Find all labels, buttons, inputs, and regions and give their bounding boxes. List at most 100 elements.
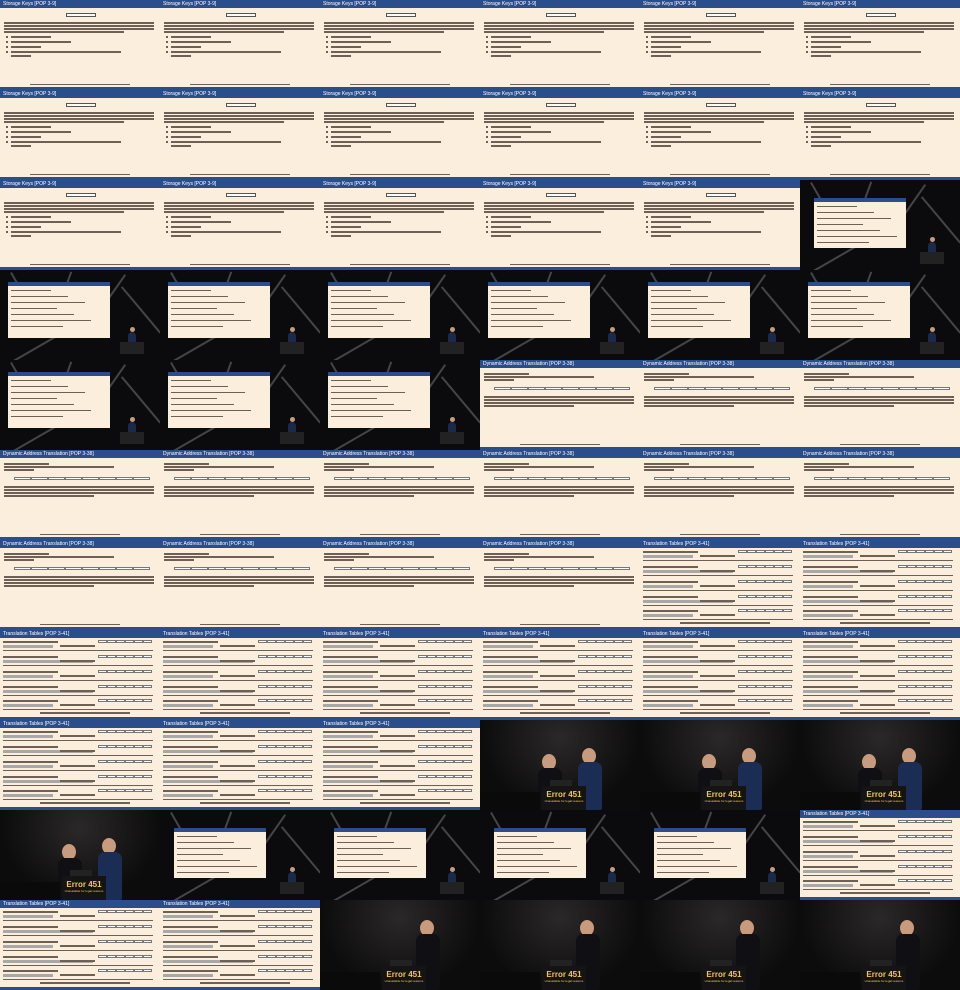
table-origin-field xyxy=(163,750,253,753)
slide-thumbnail: Storage Keys [POP 3-9] xyxy=(480,0,640,90)
presenter-head xyxy=(742,748,756,764)
text-line xyxy=(484,585,574,587)
slide-title-bar: Translation Tables [POP 3-41] xyxy=(320,630,480,638)
slide-title-bar xyxy=(334,828,426,832)
text-line xyxy=(811,131,871,133)
address-field-cell xyxy=(259,477,276,480)
text-line xyxy=(643,671,698,673)
text-line xyxy=(171,416,223,417)
table-entry-cell xyxy=(614,670,623,673)
table-entry-cell xyxy=(107,699,116,702)
text-line xyxy=(657,860,720,861)
text-line xyxy=(40,982,130,984)
podium xyxy=(120,432,144,444)
table-entry-cell xyxy=(285,699,294,702)
text-line xyxy=(331,398,377,399)
presenter xyxy=(448,872,456,886)
table-entry-cell xyxy=(116,699,125,702)
table-origin-field xyxy=(643,570,733,573)
slide-title: Dynamic Address Translation [POP 3-38] xyxy=(323,541,414,547)
table-origin-field xyxy=(163,704,213,707)
address-field-cell xyxy=(882,387,899,390)
slide-title: Storage Keys [POP 3-9] xyxy=(323,181,377,187)
table-entry-cell xyxy=(427,655,436,658)
text-line xyxy=(860,855,895,857)
table-origin-field xyxy=(163,974,213,977)
text-line xyxy=(11,136,41,138)
laptop xyxy=(390,960,412,970)
table-entry-cell xyxy=(445,789,454,792)
bullet-dot xyxy=(166,46,168,48)
table-entry-cell xyxy=(925,879,934,882)
text-line xyxy=(804,489,954,491)
table-entry-cell xyxy=(463,699,472,702)
table-entry-row xyxy=(163,755,313,756)
table-entry-cell xyxy=(898,609,907,612)
text-line xyxy=(4,495,94,497)
text-line xyxy=(803,836,858,838)
text-line xyxy=(171,231,281,233)
slide-title-bar: Dynamic Address Translation [POP 3-38] xyxy=(480,540,640,548)
table-entry-cell xyxy=(907,670,916,673)
text-line xyxy=(324,576,474,578)
podium xyxy=(600,882,624,894)
table-entry-cell xyxy=(916,685,925,688)
text-line xyxy=(177,836,217,837)
slide-footer-text xyxy=(30,84,130,85)
bullet-dot xyxy=(326,51,328,53)
text-line xyxy=(657,848,731,849)
text-line xyxy=(483,641,538,643)
table-entry-cell xyxy=(587,670,596,673)
table-entry-cell xyxy=(445,655,454,658)
text-line xyxy=(644,118,794,120)
table-entry-row xyxy=(323,785,473,786)
text-line xyxy=(540,660,575,662)
slide-title-bar: Storage Keys [POP 3-9] xyxy=(640,0,800,8)
slide-title-bar: Storage Keys [POP 3-9] xyxy=(480,90,640,98)
table-entry-cell xyxy=(925,595,934,598)
table-entry-cell xyxy=(623,655,632,658)
slide-title: Translation Tables [POP 3-41] xyxy=(323,631,390,637)
presenter-head xyxy=(290,867,295,872)
text-line xyxy=(811,136,841,138)
table-origin-field xyxy=(803,855,853,858)
bullet-dot xyxy=(326,226,328,228)
table-entry-cell xyxy=(303,910,312,913)
table-entry-row xyxy=(803,875,953,876)
table-entry-cell xyxy=(303,789,312,792)
address-field-cell xyxy=(453,477,470,480)
table-entry-cell xyxy=(125,940,134,943)
table-entry-cell xyxy=(98,955,107,958)
text-line xyxy=(164,28,314,30)
text-line xyxy=(331,320,411,321)
text-line xyxy=(491,290,531,291)
text-line xyxy=(644,396,794,398)
table-entry-cell xyxy=(578,685,587,688)
slide-footer-bar xyxy=(320,177,480,180)
slide-title: Translation Tables [POP 3-41] xyxy=(803,541,870,547)
table-entry-cell xyxy=(258,760,267,763)
text-line xyxy=(3,700,58,702)
table-entry-cell xyxy=(98,699,107,702)
table-entry-row xyxy=(803,605,953,606)
address-field-cell xyxy=(82,567,99,570)
address-field-cell xyxy=(293,567,310,570)
text-line xyxy=(324,495,414,497)
table-entry-cell xyxy=(436,699,445,702)
slide-title: Storage Keys [POP 3-9] xyxy=(323,91,377,97)
slide-title-bar: Storage Keys [POP 3-9] xyxy=(800,0,960,8)
text-line xyxy=(651,36,691,38)
slide-footer-bar xyxy=(640,177,800,180)
text-line xyxy=(11,290,51,291)
text-line xyxy=(657,866,737,867)
address-field-cell xyxy=(579,567,596,570)
text-line xyxy=(484,115,634,117)
address-field-cell xyxy=(368,477,385,480)
table-entry-cell xyxy=(294,730,303,733)
table-entry-cell xyxy=(98,789,107,792)
bullet-dot xyxy=(646,136,648,138)
table-entry-cell xyxy=(418,699,427,702)
text-line xyxy=(680,622,770,624)
slide-title-bar: Translation Tables [POP 3-41] xyxy=(160,900,320,908)
address-field-cell xyxy=(613,387,630,390)
